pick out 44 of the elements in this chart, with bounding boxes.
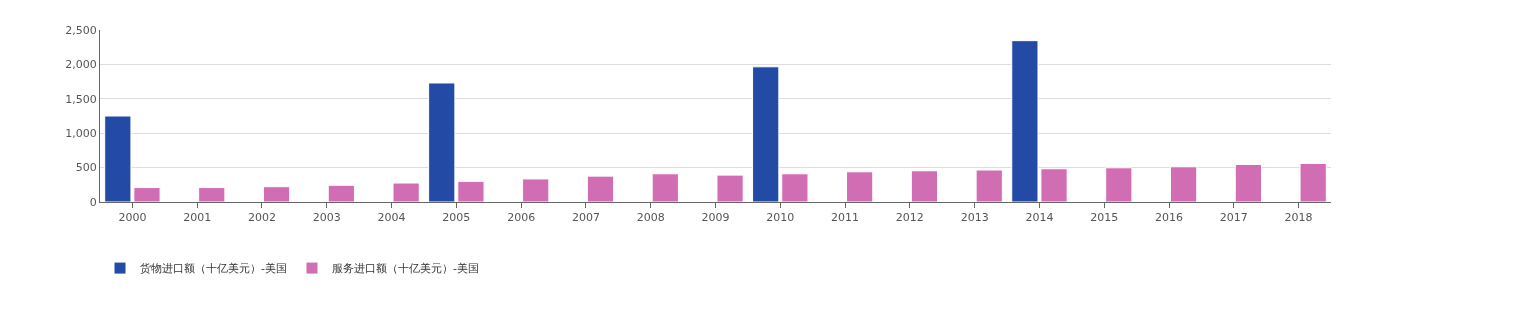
y-tick-label: 0 bbox=[89, 195, 97, 209]
bar bbox=[1299, 162, 1327, 202]
x-tick-label: 2008 bbox=[636, 211, 665, 225]
bar bbox=[522, 178, 550, 202]
x-tick-label: 2000 bbox=[118, 211, 147, 225]
x-tick-label: 2009 bbox=[701, 211, 730, 225]
bar bbox=[846, 171, 874, 202]
bar bbox=[392, 182, 420, 202]
x-tick-label: 2016 bbox=[1155, 211, 1184, 225]
x-tick-label: 2011 bbox=[831, 211, 860, 225]
y-tick-label: 1,000 bbox=[65, 127, 97, 141]
y-tick-label: 2,500 bbox=[65, 23, 97, 37]
x-tick-label: 2001 bbox=[183, 211, 212, 225]
legend-label: 服务进口额（十亿美元）-美国 bbox=[331, 262, 479, 276]
x-tick-label: 2005 bbox=[442, 211, 471, 225]
y-tick-label: 500 bbox=[75, 161, 97, 175]
bar bbox=[586, 175, 615, 202]
y-tick-label: 2,000 bbox=[65, 58, 97, 72]
x-tick-label: 2018 bbox=[1284, 211, 1313, 225]
bar bbox=[752, 66, 780, 202]
bar bbox=[198, 187, 226, 202]
bar bbox=[910, 170, 939, 202]
x-tick-label: 2003 bbox=[312, 211, 341, 225]
x-tick-label: 2015 bbox=[1090, 211, 1119, 225]
bar bbox=[327, 184, 355, 202]
bar bbox=[1234, 164, 1263, 202]
x-tick-label: 2014 bbox=[1025, 211, 1054, 225]
x-tick-label: 2006 bbox=[507, 211, 536, 225]
x-tick-label: 2002 bbox=[247, 211, 276, 225]
bar bbox=[1169, 166, 1198, 202]
x-tick-label: 2012 bbox=[895, 211, 924, 225]
x-tick-label: 2007 bbox=[571, 211, 600, 225]
y-tick-label: 1,500 bbox=[65, 92, 97, 106]
x-tick-label: 2010 bbox=[766, 211, 795, 225]
bar bbox=[716, 174, 744, 202]
x-tick-label: 2017 bbox=[1219, 211, 1248, 225]
x-tick-label: 2004 bbox=[377, 211, 406, 225]
bar bbox=[1105, 167, 1133, 202]
bar bbox=[781, 173, 809, 202]
legend-label: 货物进口额（十亿美元）-美国 bbox=[140, 262, 287, 276]
bar bbox=[262, 186, 291, 202]
bar bbox=[651, 173, 679, 202]
x-tick-label: 2013 bbox=[960, 211, 989, 225]
bar bbox=[975, 169, 1003, 202]
